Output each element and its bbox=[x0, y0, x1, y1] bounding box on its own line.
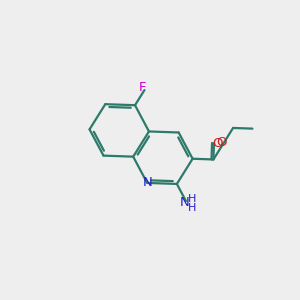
Text: H: H bbox=[188, 194, 197, 204]
Text: F: F bbox=[139, 81, 147, 94]
Text: O: O bbox=[212, 136, 223, 150]
Text: O: O bbox=[217, 136, 227, 149]
Text: N: N bbox=[142, 176, 152, 189]
Text: N: N bbox=[180, 196, 189, 209]
Text: H: H bbox=[188, 202, 197, 212]
